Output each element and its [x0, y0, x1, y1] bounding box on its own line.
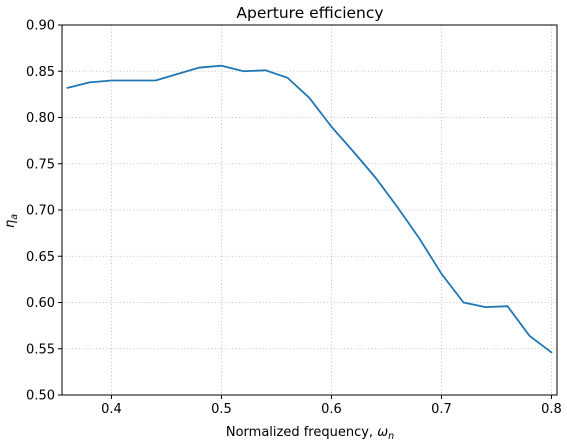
x-tick-label: 0.7: [431, 402, 452, 417]
y-axis-subscript: a: [9, 214, 20, 220]
x-tick-label: 0.4: [101, 402, 122, 417]
x-axis-symbol: ω: [377, 425, 388, 440]
x-axis-label: Normalized frequency, ωn: [226, 425, 394, 441]
y-tick-label: 0.50: [26, 389, 55, 404]
x-tick-label: 0.8: [541, 402, 562, 417]
y-tick-label: 0.60: [26, 296, 55, 311]
y-tick-label: 0.65: [26, 250, 55, 265]
x-axis-ticks: 0.4 0.5 0.6 0.7 0.8: [101, 395, 562, 417]
y-tick-label: 0.85: [26, 65, 55, 80]
plot-series: [66, 64, 553, 354]
x-tick-label: 0.6: [321, 402, 342, 417]
y-axis-ticks: 0.50 0.55 0.60 0.65 0.70 0.75 0.80 0.85 0.90: [26, 19, 62, 404]
y-tick-label: 0.75: [26, 157, 55, 172]
chart-title: Aperture efficiency: [236, 4, 383, 22]
y-axis-label: ηa: [3, 214, 20, 228]
x-axis-subscript: n: [388, 431, 394, 441]
efficiency-line: [66, 64, 553, 354]
y-tick-label: 0.80: [26, 111, 55, 126]
y-tick-label: 0.90: [26, 19, 55, 34]
y-tick-label: 0.55: [26, 342, 55, 357]
y-tick-label: 0.70: [26, 204, 55, 219]
x-axis-label-text: Normalized frequency,: [226, 425, 377, 440]
x-tick-label: 0.5: [211, 402, 232, 417]
y-axis-symbol: η: [3, 220, 18, 228]
